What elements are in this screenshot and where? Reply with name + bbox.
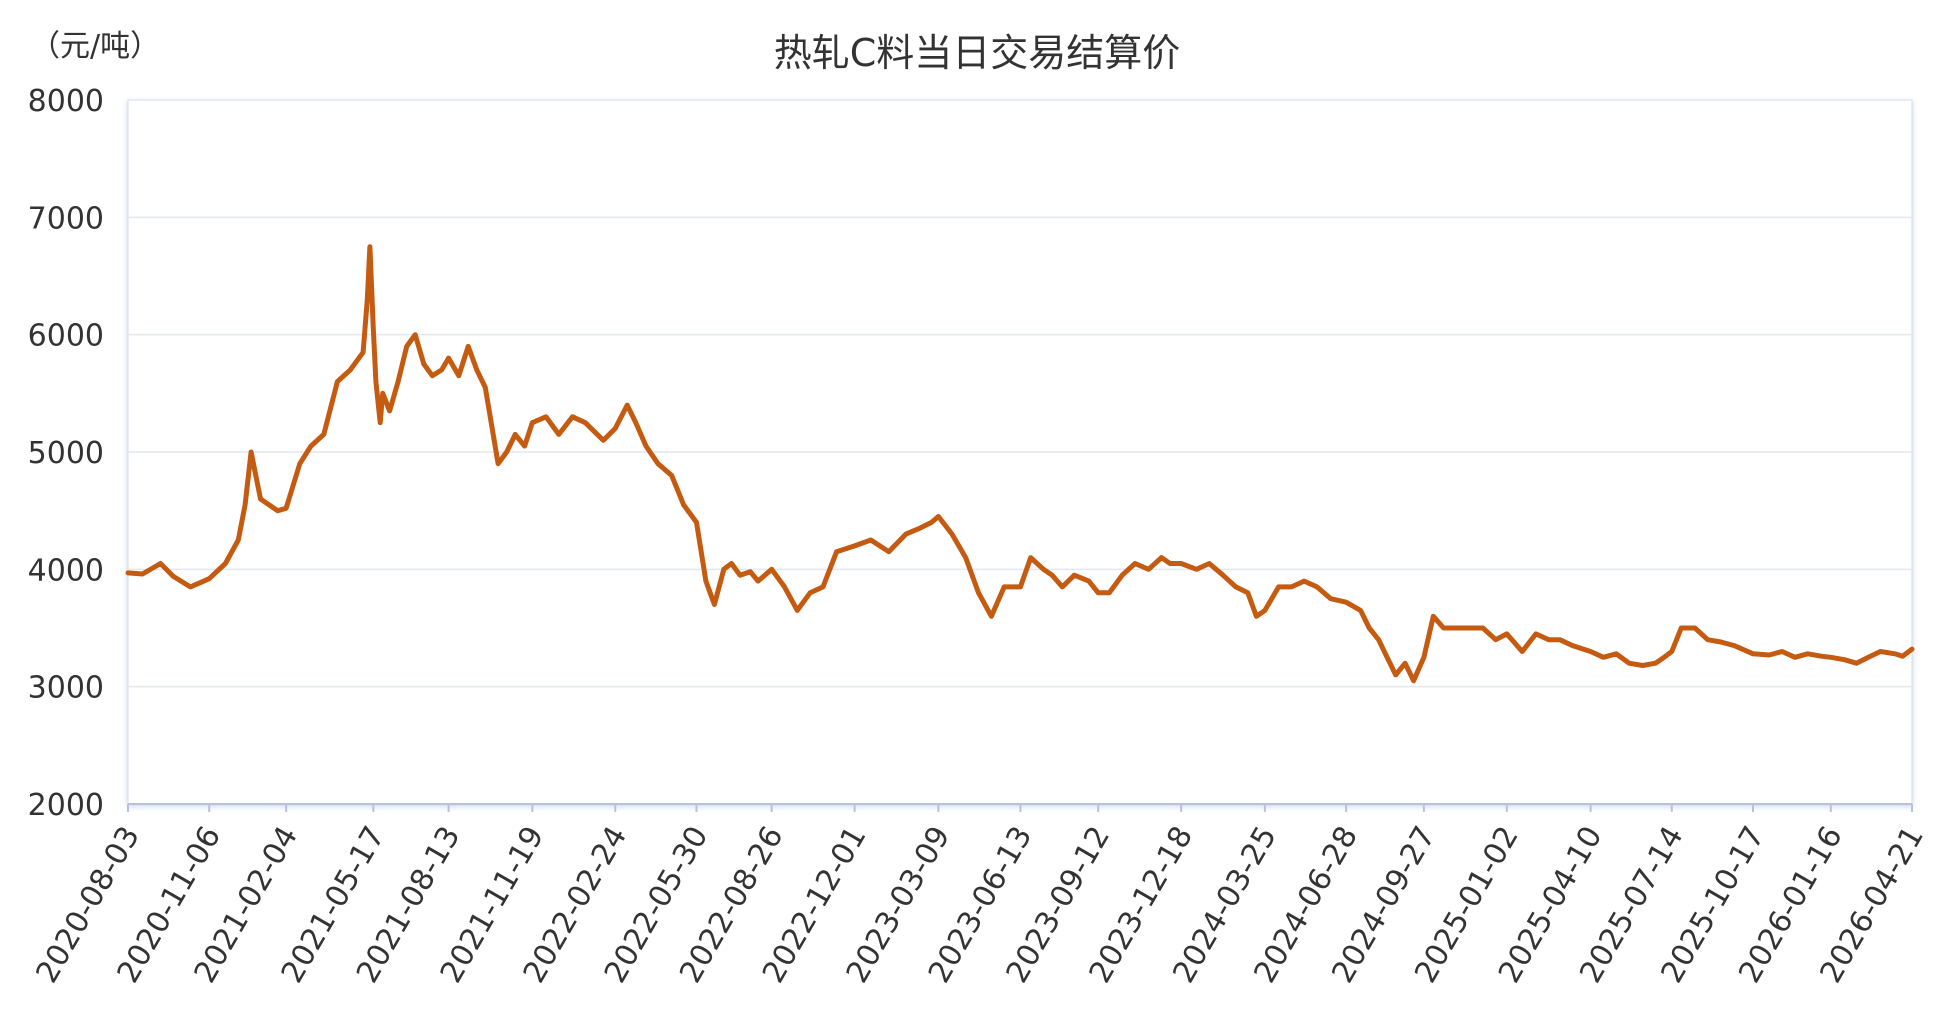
y-tick-label: 8000 [28, 84, 104, 119]
y-tick-label: 5000 [28, 436, 104, 471]
x-axis-ticks: 2020-08-032020-11-062021-02-042021-05-17… [29, 804, 1931, 989]
y-tick-label: 7000 [28, 201, 104, 236]
series-line [125, 244, 1915, 684]
y-tick-label: 6000 [28, 319, 104, 354]
chart-title: 热轧C料当日交易结算价 [774, 31, 1181, 75]
y-axis-ticks: 2000 3000 4000 5000 6000 7000 8000 [28, 84, 104, 823]
y-tick-label: 2000 [28, 788, 104, 823]
y-unit-label: （元/吨） [30, 29, 160, 64]
y-tick-label: 4000 [28, 553, 104, 588]
y-tick-label: 3000 [28, 671, 104, 706]
